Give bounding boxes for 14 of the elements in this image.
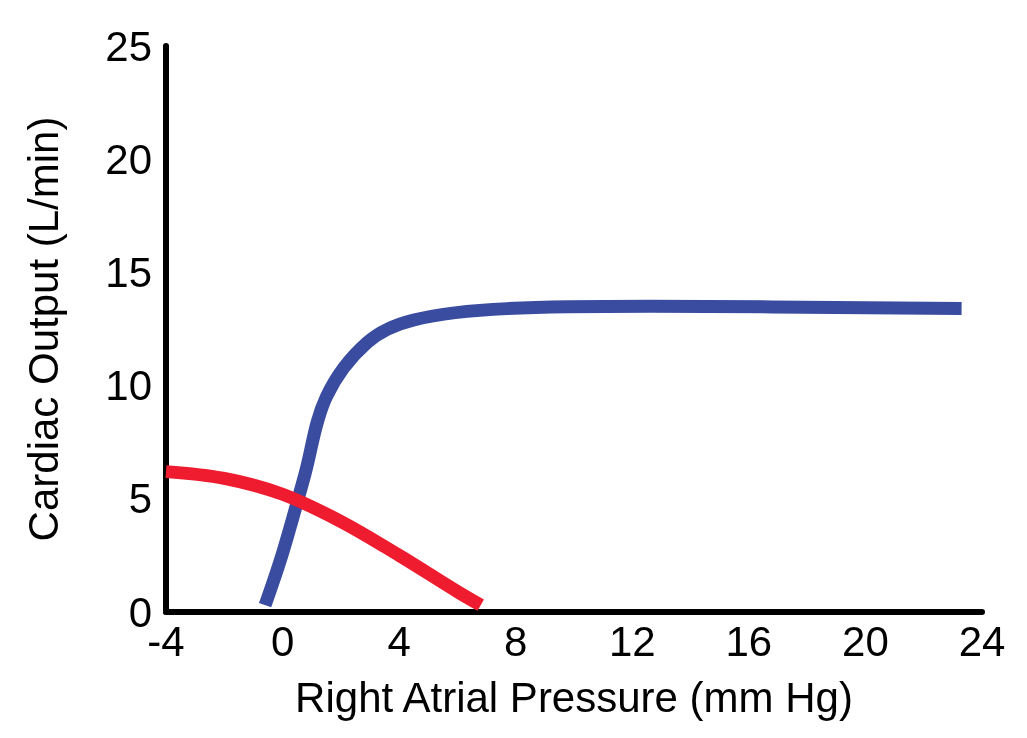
x-tick-label: 0: [270, 617, 295, 665]
x-tick-label: 4: [387, 617, 411, 665]
y-tick-label: 25: [105, 22, 152, 70]
x-axis-title: Right Atrial Pressure (mm Hg): [295, 673, 853, 721]
y-tick-label: 10: [105, 362, 152, 410]
x-tick-label: 24: [958, 617, 1006, 665]
x-tick-label: 12: [608, 617, 656, 665]
x-tick-label: 16: [725, 617, 773, 665]
y-tick-label: 20: [105, 135, 152, 183]
y-tick-label: 15: [105, 248, 152, 296]
y-axis-title: Cardiac Output (L/min): [19, 116, 67, 542]
x-tick-label: 8: [504, 617, 528, 665]
y-tick-label: 5: [128, 475, 152, 523]
x-tick-label: 20: [842, 617, 889, 665]
